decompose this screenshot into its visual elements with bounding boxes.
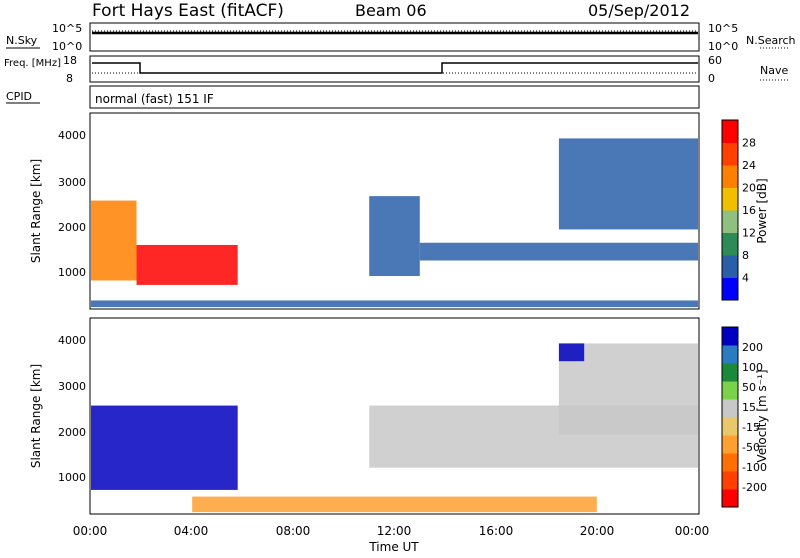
- power-colorbar-swatch-1: [722, 255, 738, 278]
- cpid-label: CPID: [6, 90, 32, 103]
- power-colorbar-swatch-6: [722, 142, 738, 166]
- velocity-colorbar-swatch-7: [722, 363, 738, 382]
- velocity-colorbar-swatch-1: [722, 471, 738, 490]
- velocity-colorbar-tick-1: 100: [742, 361, 763, 374]
- velocity-colorbar: 200 100 50 15 -15 -50 -100 -200: [721, 326, 767, 508]
- xtick-2000: 20:00: [580, 524, 615, 538]
- power-colorbar-tick-4: 12: [742, 227, 756, 240]
- date-label: 05/Sep/2012: [588, 1, 690, 20]
- xtick-1600: 16:00: [479, 524, 514, 538]
- power-ytick-2000: 2000: [58, 221, 86, 234]
- power-colorbar: 28 24 20 16 12 8 4: [721, 119, 756, 301]
- freq-line: [92, 62, 698, 74]
- frequency-panel: Freq. [MHz] 18 8 60 0 Nave: [4, 54, 790, 85]
- xtick-2400: 00:00: [675, 524, 710, 538]
- power-colorbar-label: Power [dB]: [755, 178, 769, 243]
- power-ylabel: Slant Range [km]: [29, 159, 43, 263]
- plot-title: Fort Hays East (fitACF): [92, 1, 284, 21]
- velocity-ytick-1000: 1000: [58, 471, 86, 484]
- velocity-colorbar-label: Velocity [m s⁻¹]: [755, 369, 769, 462]
- freq-right-tick-bottom: 0: [708, 72, 715, 85]
- velocity-colorbar-tick-4: -15: [742, 421, 760, 434]
- velocity-colorbar-swatch-3: [722, 435, 738, 454]
- velocity-colorbar-tick-3: 15: [742, 401, 756, 414]
- cpid-panel: CPID normal (fast) 151 IF: [6, 85, 700, 109]
- cpid-text: normal (fast) 151 IF: [95, 92, 214, 106]
- power-scatter-region-2: [91, 300, 698, 308]
- freq-left-label: Freq. [MHz]: [4, 58, 61, 69]
- power-scatter-region-5: [558, 138, 698, 230]
- velocity-colorbar-tick-6: -100: [742, 461, 767, 474]
- velocity-scatter-region-4: [558, 343, 585, 362]
- freq-left-tick-bottom: 8: [66, 72, 73, 85]
- velocity-colorbar-tick-5: -50: [742, 441, 760, 454]
- noise-left-tick-bottom: 10^0: [52, 40, 82, 53]
- velocity-colorbar-frame: [721, 326, 739, 508]
- beam-label: Beam 06: [355, 1, 427, 20]
- velocity-scatter-region-0: [91, 405, 238, 490]
- noise-left-label: N.Sky: [6, 34, 38, 47]
- power-colorbar-tick-3: 16: [742, 204, 756, 217]
- power-ytick-3000: 3000: [58, 176, 86, 189]
- x-axis-label: Time UT: [368, 540, 419, 554]
- xtick-1200: 12:00: [377, 524, 412, 538]
- power-scatter-region-4: [419, 242, 698, 261]
- power-scatter-region-1: [136, 244, 238, 285]
- power-panel: Slant Range [km] 1000 2000 3000 4000 282…: [29, 112, 769, 310]
- velocity-colorbar-swatch-0: [722, 489, 738, 508]
- velocity-ytick-2000: 2000: [58, 426, 86, 439]
- velocity-colorbar-swatch-9: [722, 327, 738, 346]
- velocity-colorbar-tick-2: 50: [742, 381, 756, 394]
- power-colorbar-swatch-3: [722, 210, 738, 233]
- xtick-0000: 00:00: [73, 524, 108, 538]
- power-colorbar-swatch-2: [722, 232, 738, 256]
- velocity-panel: Slant Range [km] 1000 2000 3000 4000 200…: [29, 317, 769, 554]
- noise-left-tick-top: 10^5: [52, 22, 82, 35]
- power-colorbar-swatch-0: [722, 277, 738, 301]
- power-ytick-4000: 4000: [58, 129, 86, 142]
- velocity-colorbar-swatch-8: [722, 345, 738, 364]
- velocity-scatter-region-1: [192, 496, 597, 513]
- power-colorbar-frame: [721, 119, 739, 301]
- velocity-colorbar-swatch-6: [722, 381, 738, 400]
- velocity-colorbar-swatch-2: [722, 453, 738, 472]
- power-colorbar-tick-5: 8: [742, 249, 749, 262]
- noise-right-tick-top: 10^5: [708, 22, 738, 35]
- velocity-ylabel: Slant Range [km]: [29, 364, 43, 468]
- power-scatter-region-3: [369, 196, 420, 277]
- velocity-colorbar-swatch-5: [722, 399, 738, 418]
- xtick-0800: 08:00: [276, 524, 311, 538]
- velocity-colorbar-tick-7: -200: [742, 481, 767, 494]
- power-scatter-region-0: [91, 200, 137, 281]
- xtick-0400: 04:00: [174, 524, 209, 538]
- power-colorbar-swatch-7: [722, 120, 738, 143]
- velocity-ytick-3000: 3000: [58, 380, 86, 393]
- noise-right-tick-bottom: 10^0: [708, 40, 738, 53]
- power-colorbar-tick-6: 4: [742, 272, 749, 285]
- power-colorbar-tick-0: 28: [742, 137, 756, 150]
- power-colorbar-swatch-4: [722, 187, 738, 211]
- noise-right-label: N.Search: [746, 34, 796, 47]
- velocity-colorbar-tick-0: 200: [742, 341, 763, 354]
- noise-panel: N.Sky 10^5 10^0 10^5 10^0 N.Search: [6, 22, 796, 53]
- nave-label: Nave: [760, 64, 788, 77]
- freq-left-tick-top: 18: [63, 54, 77, 67]
- velocity-ytick-4000: 4000: [58, 334, 86, 347]
- freq-right-tick-top: 60: [708, 54, 722, 67]
- power-colorbar-tick-2: 20: [742, 182, 756, 195]
- velocity-colorbar-swatch-4: [722, 417, 738, 436]
- power-colorbar-tick-1: 24: [742, 159, 756, 172]
- power-ytick-1000: 1000: [58, 266, 86, 279]
- power-colorbar-swatch-5: [722, 165, 738, 188]
